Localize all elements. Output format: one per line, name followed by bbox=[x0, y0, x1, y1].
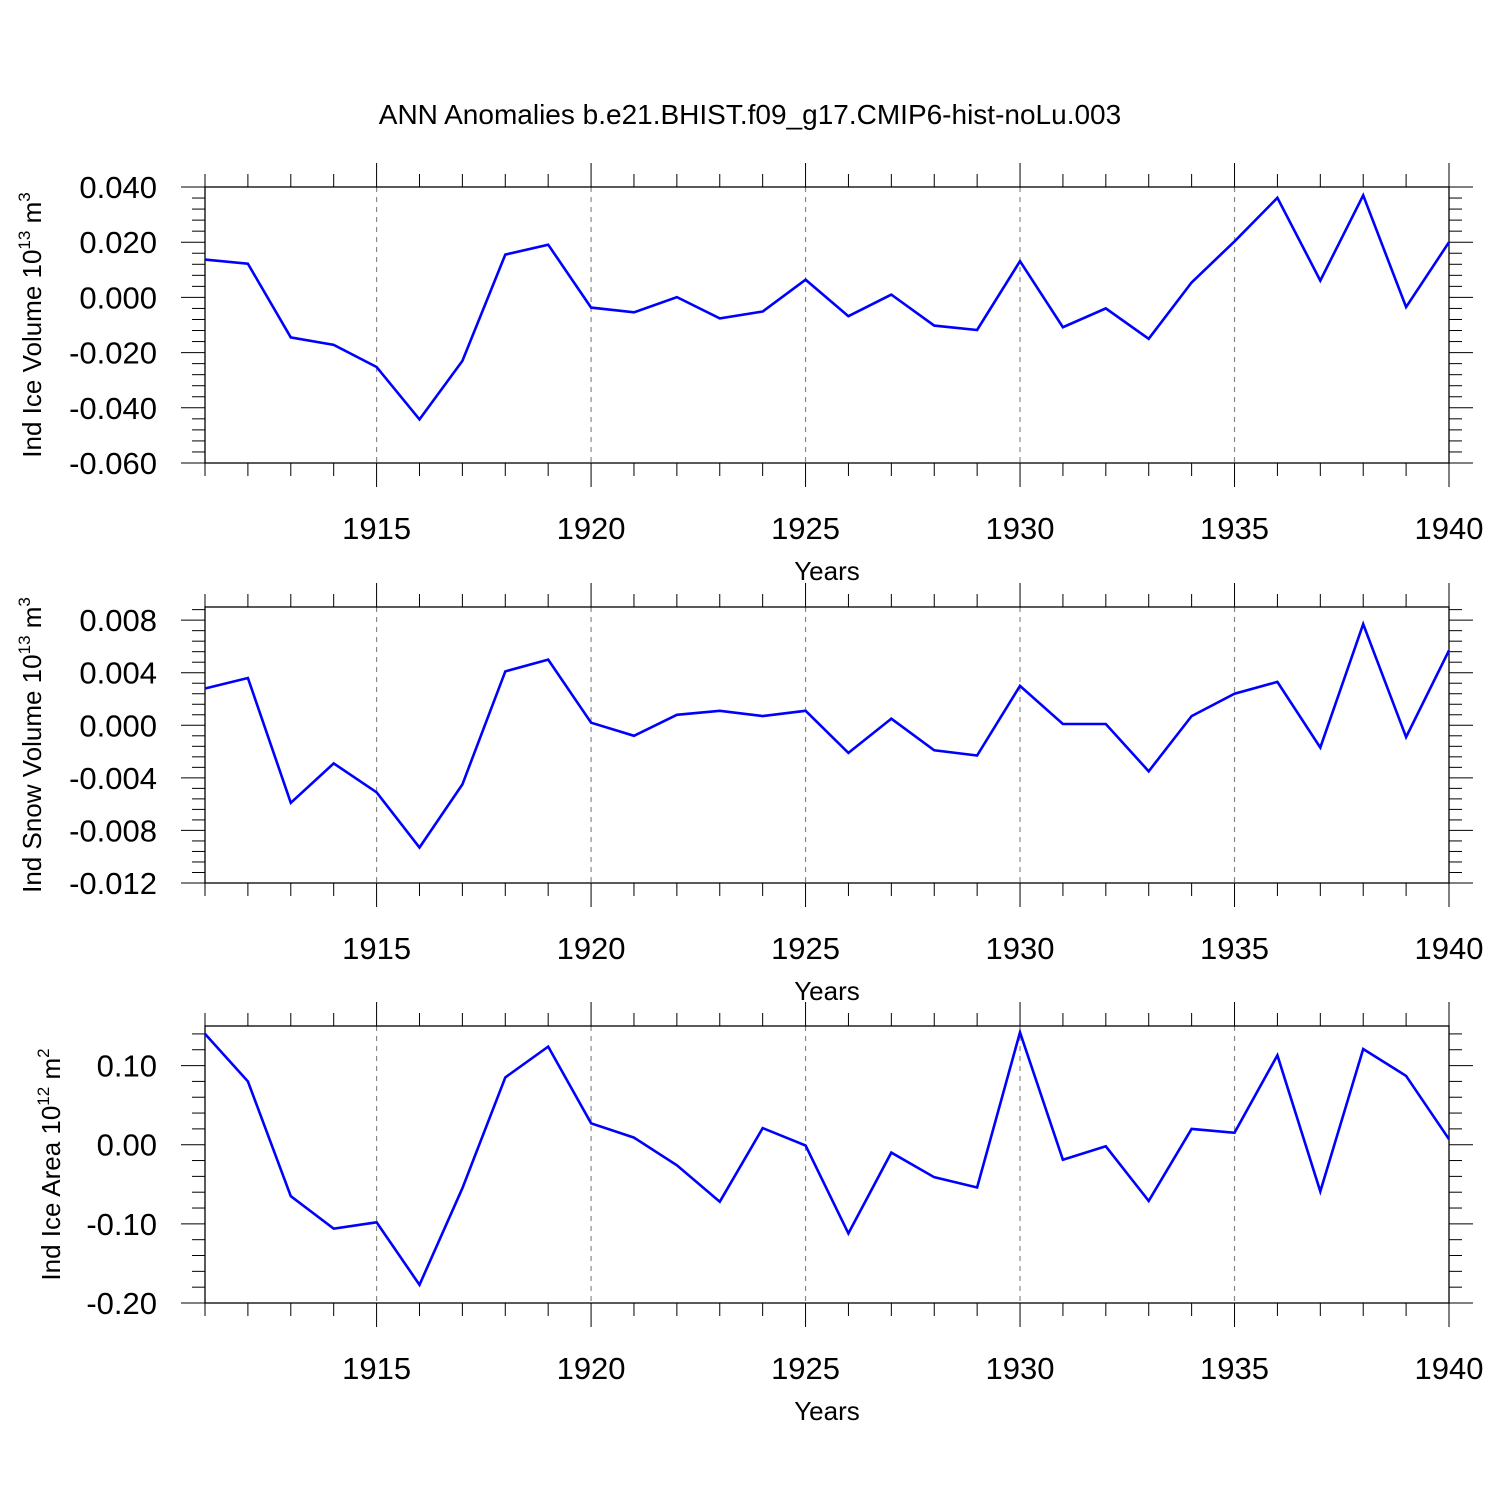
y-tick-label: 0.000 bbox=[79, 280, 157, 315]
y-axis-label-unit-exponent: 2 bbox=[34, 1048, 53, 1057]
x-tick-label: 1940 bbox=[1415, 511, 1484, 546]
series-line-1 bbox=[204, 192, 1451, 422]
x-tick-label: 1930 bbox=[986, 931, 1055, 966]
y-tick-label: -0.008 bbox=[69, 813, 157, 848]
x-tick-label: 1935 bbox=[1200, 511, 1269, 546]
y-tick-label: 0.004 bbox=[79, 656, 157, 691]
x-axis-label: Years bbox=[794, 1396, 860, 1426]
y-axis-label: Ind Ice Area 1012 m2 bbox=[34, 1048, 66, 1280]
y-tick-label: 0.008 bbox=[79, 603, 157, 638]
figure-title: ANN Anomalies b.e21.BHIST.f09_g17.CMIP6-… bbox=[379, 99, 1121, 130]
y-tick-label: 0.020 bbox=[79, 225, 157, 260]
y-tick-label: 0.00 bbox=[97, 1128, 157, 1163]
y-tick-label: -0.020 bbox=[69, 336, 157, 371]
y-axis-label: Ind Ice Volume 1013 m3 bbox=[15, 192, 47, 457]
x-tick-label: 1940 bbox=[1415, 1351, 1484, 1386]
y-axis-label-exponent: 13 bbox=[15, 635, 34, 654]
x-tick-label: 1925 bbox=[771, 931, 840, 966]
y-tick-label: 0.000 bbox=[79, 708, 157, 743]
x-tick-label: 1925 bbox=[771, 511, 840, 546]
y-tick-label: 0.10 bbox=[97, 1049, 157, 1084]
y-tick-label: -0.10 bbox=[86, 1207, 157, 1242]
chart-panel-2: 0.008 0.004 0.000 -0.004 -0.008 -0.012 1915 192… bbox=[15, 583, 1483, 1006]
x-tick-label: 1935 bbox=[1200, 931, 1269, 966]
plot-frame bbox=[204, 606, 1450, 884]
y-axis-label-unit: m bbox=[17, 202, 47, 231]
y-axis-label-main: Ind Ice Volume 10 bbox=[17, 250, 47, 458]
x-axis-label: Years bbox=[794, 976, 860, 1006]
y-axis-label-unit: m bbox=[17, 607, 47, 636]
x-tick-label: 1920 bbox=[557, 931, 626, 966]
y-axis-label-main: Ind Snow Volume 10 bbox=[17, 654, 47, 893]
plot-frame bbox=[204, 1025, 1450, 1304]
y-axis-label-unit: m bbox=[36, 1058, 66, 1087]
x-tick-label: 1935 bbox=[1200, 1351, 1269, 1386]
chart-panel-3: 0.10 0.00 -0.10 -0.20 1915 1920 1925 1930 1935 19… bbox=[34, 1002, 1483, 1426]
y-tick-label: 0.040 bbox=[79, 170, 157, 205]
series-line-2 bbox=[204, 620, 1451, 850]
x-tick-label: 1915 bbox=[342, 511, 411, 546]
y-axis-label-main: Ind Ice Area 10 bbox=[36, 1106, 66, 1281]
y-axis-label: Ind Snow Volume 1013 m3 bbox=[15, 597, 47, 893]
plot-frame bbox=[204, 186, 1450, 464]
y-axis-label-unit-exponent: 3 bbox=[15, 192, 34, 201]
x-axis-label: Years bbox=[794, 556, 860, 586]
x-tick-label: 1915 bbox=[342, 931, 411, 966]
y-tick-label: -0.012 bbox=[69, 866, 157, 901]
y-tick-label: -0.20 bbox=[86, 1286, 157, 1321]
x-tick-label: 1915 bbox=[342, 1351, 411, 1386]
x-tick-label: 1920 bbox=[557, 1351, 626, 1386]
y-axis-label-exponent: 12 bbox=[34, 1087, 53, 1106]
series-line-3 bbox=[204, 1027, 1451, 1288]
x-tick-label: 1940 bbox=[1415, 931, 1484, 966]
y-tick-label: -0.004 bbox=[69, 761, 157, 796]
y-tick-label: -0.040 bbox=[69, 391, 157, 426]
y-axis-label-exponent: 13 bbox=[15, 231, 34, 250]
x-tick-label: 1930 bbox=[986, 1351, 1055, 1386]
y-tick-label: -0.060 bbox=[69, 446, 157, 481]
x-tick-label: 1930 bbox=[986, 511, 1055, 546]
y-axis-label-unit-exponent: 3 bbox=[15, 597, 34, 606]
x-tick-label: 1920 bbox=[557, 511, 626, 546]
chart-panel-1: 0.040 0.020 0.000 -0.020 -0.040 -0.060 1915 192… bbox=[15, 163, 1483, 586]
x-tick-label: 1925 bbox=[771, 1351, 840, 1386]
